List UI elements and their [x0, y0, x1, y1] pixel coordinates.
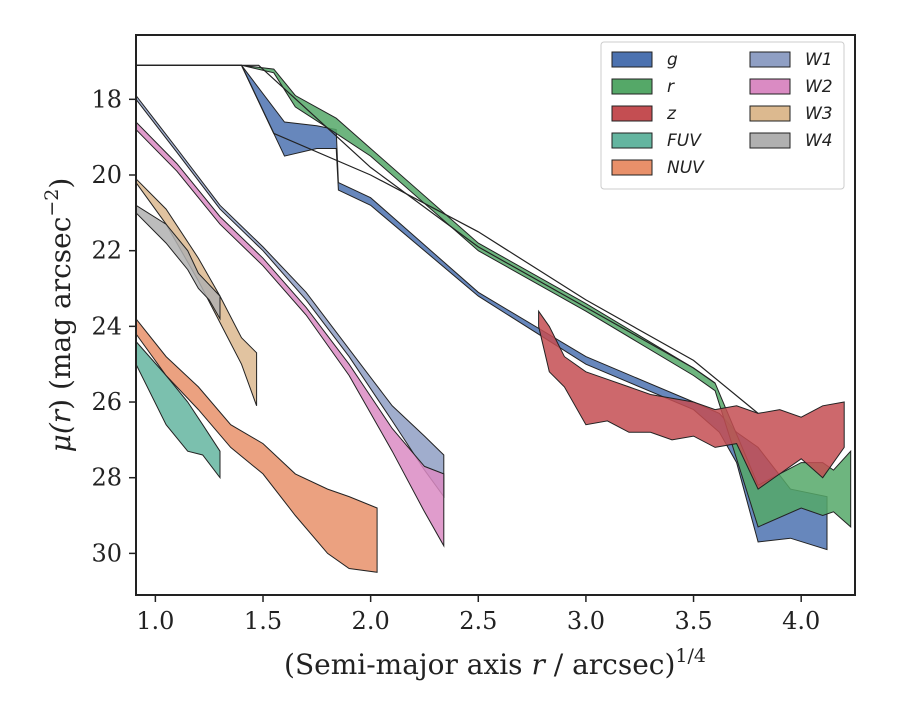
legend-swatch-w4: [749, 132, 791, 149]
x-axis-label-main: (Semi-major axis: [284, 648, 531, 681]
y-tick-label: 24: [91, 312, 122, 340]
x-tick-label: 3.5: [674, 607, 712, 635]
outline-line-0: [136, 64, 759, 414]
plot-frame: [135, 34, 856, 596]
x-tick-label: 2.0: [352, 607, 390, 635]
x-axis-label-var: r: [531, 648, 546, 681]
y-tick-label: 30: [91, 539, 122, 567]
y-axis-label-close: ): [44, 178, 77, 189]
y-axis-label-mu: μ(: [44, 422, 77, 452]
legend-swatch-w2: [749, 78, 791, 95]
band-fuv: [135, 340, 221, 480]
band-w2: [135, 120, 445, 548]
legend-swatch-g: [611, 51, 653, 68]
band-z: [538, 309, 845, 490]
x-axis-label-exp: 1/4: [675, 645, 706, 667]
legend-label-g: g: [667, 50, 678, 70]
x-tick-label: 2.5: [459, 607, 497, 635]
x-axis-label-unit: / arcsec): [545, 648, 676, 681]
legend-swatch-w1: [749, 51, 791, 68]
y-tick-label: 20: [91, 161, 122, 189]
legend-label-nuv: NUV: [667, 158, 705, 178]
band-nuv: [135, 317, 378, 573]
x-axis-label: (Semi-major axis r / arcsec)1/4: [284, 645, 706, 681]
y-axis-label: μ(r) (mag arcsec−2): [41, 178, 77, 453]
outline-lines: [136, 64, 759, 414]
legend-swatch-z: [611, 105, 653, 122]
legend: grz FUV NUV W1 W2 W3 W4: [600, 41, 845, 190]
legend-label-fuv: FUV: [667, 131, 702, 151]
legend-swatch-w3: [749, 105, 791, 122]
y-axis-label-var: r: [44, 408, 77, 423]
y-axis-ticks: 18 20 22 24 26 28 30: [91, 85, 136, 567]
x-axis-ticks: 1.0 1.5 2.0 2.5 3.0 3.5 4.0: [136, 595, 820, 635]
legend-swatch-nuv: [611, 159, 653, 176]
series-bands: [135, 64, 852, 573]
legend-label-w1: W1: [805, 50, 833, 70]
x-tick-label: 1.5: [244, 607, 282, 635]
band-w4: [135, 204, 221, 321]
y-tick-label: 26: [91, 388, 122, 416]
outline-line-1: [136, 64, 716, 384]
x-tick-label: 1.0: [136, 607, 174, 635]
x-tick-label: 3.0: [567, 607, 605, 635]
legend-label-r: r: [667, 77, 675, 97]
legend-swatch-r: [611, 78, 653, 95]
y-tick-label: 28: [91, 464, 122, 492]
legend-label-z: z: [666, 104, 677, 124]
legend-label-w2: W2: [805, 77, 833, 97]
legend-label-w3: W3: [805, 104, 833, 124]
x-tick-label: 4.0: [782, 607, 820, 635]
y-tick-label: 22: [91, 237, 122, 265]
legend-swatch-fuv: [611, 132, 653, 149]
legend-entries: grz FUV NUV W1 W2 W3 W4: [611, 50, 833, 178]
y-axis-label-exp: −2: [41, 189, 63, 217]
y-axis-label-rest: ) (mag arcsec: [44, 217, 77, 410]
y-tick-label: 18: [91, 85, 122, 113]
band-r: [136, 64, 852, 529]
legend-label-w4: W4: [805, 131, 833, 151]
